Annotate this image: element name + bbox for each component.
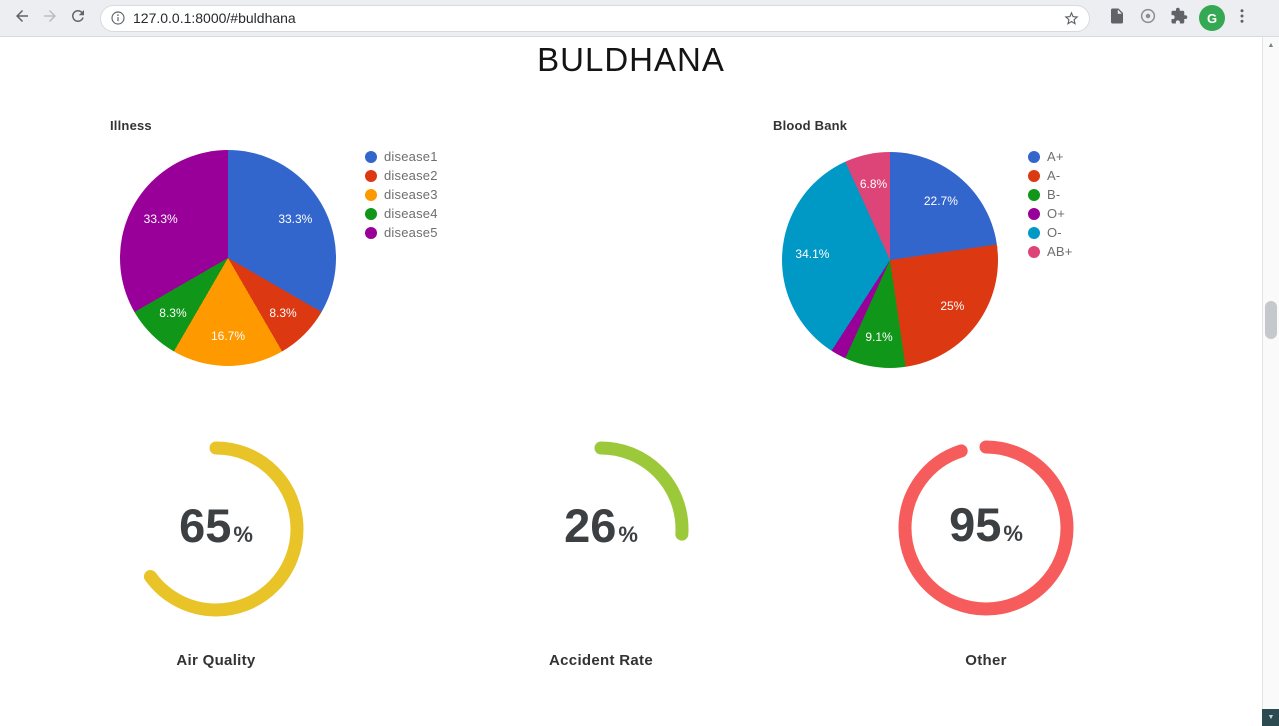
pie-slice-label: 16.7% [210,328,246,343]
gauge-value-group: 26 % [506,498,696,553]
kebab-menu-icon [1233,7,1251,30]
page-scrollbar[interactable]: ▲ ▼ [1262,37,1279,726]
legend-marker [365,169,377,182]
legend-label: disease5 [384,225,438,240]
forward-button[interactable] [36,4,64,32]
gauge-value-group: 65 % [121,498,311,553]
site-info-icon[interactable] [110,10,126,26]
triangle-down-icon: ▼ [1267,714,1275,721]
legend-item: disease5 [365,223,438,242]
legend-label: disease3 [384,187,438,202]
legend-marker [1028,188,1040,201]
legend-label: disease1 [384,149,438,164]
pie-slice-label: 25% [940,299,965,314]
browser-menu-button[interactable] [1228,4,1256,32]
legend-label: O- [1047,225,1062,240]
document-icon [1108,7,1126,30]
pie-slice-label: 8.3% [159,305,187,320]
gauge-arc-svg [898,440,1074,616]
legend-item: A+ [1028,147,1073,166]
legend-label: disease2 [384,168,438,183]
back-button[interactable] [8,4,36,32]
legend-label: A+ [1047,149,1064,164]
back-icon [13,7,31,30]
legend-marker [365,188,377,201]
page-content: BULDHANA Illness 33.3% 8.3% 16.7% 8.3% 33.3%… [0,37,1262,726]
pie-slice-label: 9.1% [865,329,893,344]
gauge-unit: % [618,522,638,548]
illness-legend: disease1 disease2 disease3 disease4 disease5 [365,147,438,242]
browser-toolbar: 127.0.0.1:8000/#buldhana G [0,0,1279,37]
scroll-up-button[interactable]: ▲ [1263,37,1279,54]
accident-rate-label: Accident Rate [549,652,653,669]
legend-item: AB+ [1028,242,1073,261]
gauge-value-group: 95 % [891,497,1081,552]
circle-dial-icon [1139,7,1157,30]
legend-marker [1028,226,1040,239]
gauge-arc-svg [128,441,304,617]
legend-label: AB+ [1047,244,1073,259]
legend-marker [1028,169,1040,182]
bookmark-star-icon[interactable] [1063,10,1080,27]
extensions-button[interactable] [1165,4,1193,32]
forward-icon [41,7,59,30]
air-quality-label: Air Quality [176,652,256,669]
gauge-value: 95 [949,498,1002,552]
page-title: BULDHANA [537,41,725,78]
gauge-arc-svg [513,441,689,617]
profile-avatar[interactable]: G [1199,5,1225,31]
gauge-value: 65 [179,499,232,553]
air-quality-gauge: 65 % [121,434,311,624]
legend-label: A- [1047,168,1061,183]
legend-item: disease3 [365,185,438,204]
pie-slice-label: 33.3% [143,212,178,227]
blood-bank-legend: A+ A- B- O+ O- AB+ [1028,147,1073,261]
legend-marker [365,207,377,220]
blood-bank-pie[interactable]: 22.7% 25% 9.1% 34.1% 6.8% [782,152,998,368]
document-extension-button[interactable] [1103,4,1131,32]
legend-label: disease4 [384,206,438,221]
reload-button[interactable] [64,4,92,32]
reload-icon [69,7,87,30]
pie-slice-label: 33.3% [278,212,313,227]
blood-bank-chart-title: Blood Bank [773,118,848,133]
legend-item: B- [1028,185,1073,204]
pie-slice-label: 22.7% [923,194,958,209]
legend-item: disease1 [365,147,438,166]
legend-marker [365,226,377,239]
legend-label: B- [1047,187,1061,202]
toolbar-extensions-area: G [1100,4,1256,32]
legend-marker [1028,207,1040,220]
pie-slice-label: 6.8% [859,177,888,191]
legend-item: A- [1028,166,1073,185]
gauge-unit: % [1003,521,1023,547]
scrollbar-thumb[interactable] [1265,301,1277,339]
url-text: 127.0.0.1:8000/#buldhana [133,10,296,26]
other-label: Other [965,652,1007,669]
pie-slice-label: 34.1% [795,247,830,262]
puzzle-piece-icon [1170,7,1188,30]
illness-pie[interactable]: 33.3% 8.3% 16.7% 8.3% 33.3% [120,150,336,366]
gauge-unit: % [233,522,253,548]
circle-extension-button[interactable] [1134,4,1162,32]
accident-rate-gauge: 26 % [506,434,696,624]
gauge-value: 26 [564,499,617,553]
legend-marker [1028,245,1040,258]
legend-item: disease2 [365,166,438,185]
legend-marker [1028,150,1040,163]
legend-item: O- [1028,223,1073,242]
triangle-up-icon: ▲ [1267,42,1275,49]
scroll-down-button[interactable]: ▼ [1262,709,1279,726]
legend-item: O+ [1028,204,1073,223]
legend-item: disease4 [365,204,438,223]
legend-label: O+ [1047,206,1066,221]
legend-marker [365,150,377,163]
pie-slice-label: 8.3% [269,305,297,320]
address-bar[interactable]: 127.0.0.1:8000/#buldhana [100,4,1090,32]
other-gauge: 95 % [891,433,1081,623]
illness-chart-title: Illness [110,118,152,133]
